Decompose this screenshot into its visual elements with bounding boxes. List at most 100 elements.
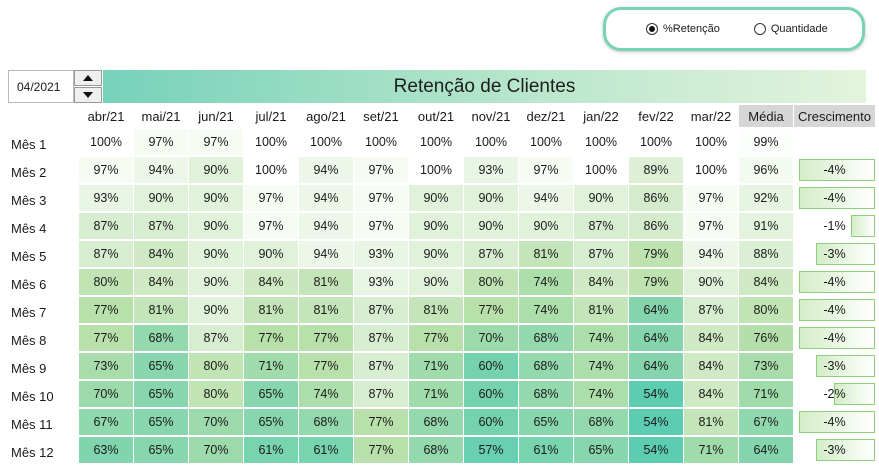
growth-cell[interactable]: -3% bbox=[794, 353, 875, 379]
retention-cell[interactable]: 90% bbox=[574, 185, 628, 211]
retention-cell[interactable]: 74% bbox=[574, 381, 628, 407]
retention-cell[interactable]: 97% bbox=[79, 157, 133, 183]
retention-cell[interactable]: 54% bbox=[629, 381, 683, 407]
growth-cell[interactable]: -3% bbox=[794, 241, 875, 267]
retention-cell[interactable]: 74% bbox=[299, 381, 353, 407]
retention-cell[interactable]: 60% bbox=[464, 353, 518, 379]
retention-cell[interactable]: 61% bbox=[519, 437, 573, 463]
retention-cell[interactable]: 93% bbox=[79, 185, 133, 211]
retention-cell[interactable]: 87% bbox=[574, 241, 628, 267]
retention-cell[interactable]: 84% bbox=[574, 269, 628, 295]
retention-cell[interactable]: 94% bbox=[134, 157, 188, 183]
retention-cell[interactable]: 64% bbox=[629, 297, 683, 323]
retention-cell[interactable]: 87% bbox=[134, 213, 188, 239]
retention-cell[interactable]: 77% bbox=[464, 297, 518, 323]
retention-cell[interactable]: 71% bbox=[684, 437, 738, 463]
retention-cell[interactable]: 65% bbox=[134, 353, 188, 379]
retention-cell[interactable]: 100% bbox=[409, 129, 463, 155]
retention-cell[interactable]: 84% bbox=[134, 241, 188, 267]
retention-cell[interactable]: 77% bbox=[299, 325, 353, 351]
retention-cell[interactable]: 90% bbox=[189, 241, 243, 267]
retention-cell[interactable]: 86% bbox=[629, 185, 683, 211]
retention-cell[interactable]: 61% bbox=[299, 437, 353, 463]
average-cell[interactable]: 84% bbox=[739, 269, 793, 295]
retention-cell[interactable]: 84% bbox=[684, 381, 738, 407]
retention-cell[interactable]: 90% bbox=[189, 269, 243, 295]
retention-cell[interactable]: 81% bbox=[409, 297, 463, 323]
retention-cell[interactable]: 100% bbox=[684, 129, 738, 155]
retention-cell[interactable]: 80% bbox=[464, 269, 518, 295]
retention-cell[interactable]: 97% bbox=[684, 213, 738, 239]
retention-cell[interactable]: 70% bbox=[189, 409, 243, 435]
retention-cell[interactable]: 70% bbox=[464, 325, 518, 351]
retention-cell[interactable]: 90% bbox=[189, 185, 243, 211]
retention-cell[interactable]: 80% bbox=[189, 353, 243, 379]
retention-cell[interactable]: 97% bbox=[354, 213, 408, 239]
retention-cell[interactable]: 90% bbox=[134, 185, 188, 211]
retention-cell[interactable]: 68% bbox=[134, 325, 188, 351]
retention-cell[interactable]: 97% bbox=[684, 185, 738, 211]
retention-cell[interactable]: 100% bbox=[244, 157, 298, 183]
retention-cell[interactable]: 93% bbox=[354, 241, 408, 267]
average-cell[interactable]: 80% bbox=[739, 297, 793, 323]
retention-cell[interactable]: 54% bbox=[629, 409, 683, 435]
retention-cell[interactable]: 74% bbox=[574, 353, 628, 379]
retention-cell[interactable]: 90% bbox=[409, 213, 463, 239]
retention-cell[interactable]: 64% bbox=[629, 353, 683, 379]
retention-cell[interactable]: 61% bbox=[244, 437, 298, 463]
retention-cell[interactable]: 100% bbox=[574, 129, 628, 155]
average-cell[interactable]: 91% bbox=[739, 213, 793, 239]
retention-cell[interactable]: 65% bbox=[244, 409, 298, 435]
retention-cell[interactable]: 90% bbox=[464, 213, 518, 239]
retention-cell[interactable]: 97% bbox=[244, 213, 298, 239]
retention-cell[interactable]: 100% bbox=[519, 129, 573, 155]
retention-cell[interactable]: 81% bbox=[244, 297, 298, 323]
retention-cell[interactable]: 87% bbox=[354, 297, 408, 323]
retention-cell[interactable]: 86% bbox=[629, 213, 683, 239]
average-cell[interactable]: 64% bbox=[739, 437, 793, 463]
retention-cell[interactable]: 97% bbox=[354, 185, 408, 211]
retention-cell[interactable]: 100% bbox=[464, 129, 518, 155]
retention-cell[interactable]: 71% bbox=[244, 353, 298, 379]
retention-cell[interactable]: 90% bbox=[244, 241, 298, 267]
retention-cell[interactable]: 93% bbox=[354, 269, 408, 295]
retention-cell[interactable]: 90% bbox=[189, 213, 243, 239]
retention-cell[interactable]: 87% bbox=[79, 241, 133, 267]
retention-cell[interactable]: 100% bbox=[244, 129, 298, 155]
retention-cell[interactable]: 100% bbox=[574, 157, 628, 183]
average-cell[interactable]: 96% bbox=[739, 157, 793, 183]
retention-cell[interactable]: 77% bbox=[354, 409, 408, 435]
retention-cell[interactable]: 71% bbox=[409, 353, 463, 379]
average-cell[interactable]: 76% bbox=[739, 325, 793, 351]
retention-cell[interactable]: 87% bbox=[684, 297, 738, 323]
growth-cell[interactable]: -1% bbox=[794, 213, 875, 239]
retention-cell[interactable]: 97% bbox=[189, 129, 243, 155]
retention-cell[interactable]: 81% bbox=[684, 409, 738, 435]
retention-cell[interactable]: 65% bbox=[134, 409, 188, 435]
retention-cell[interactable]: 84% bbox=[684, 325, 738, 351]
retention-cell[interactable]: 79% bbox=[629, 269, 683, 295]
start-date-field[interactable]: 04/2021 bbox=[8, 70, 74, 103]
retention-cell[interactable]: 65% bbox=[519, 409, 573, 435]
average-cell[interactable]: 88% bbox=[739, 241, 793, 267]
retention-cell[interactable]: 68% bbox=[519, 381, 573, 407]
average-cell[interactable]: 71% bbox=[739, 381, 793, 407]
retention-cell[interactable]: 68% bbox=[409, 409, 463, 435]
growth-cell[interactable]: -3% bbox=[794, 437, 875, 463]
retention-cell[interactable]: 70% bbox=[79, 381, 133, 407]
retention-cell[interactable]: 87% bbox=[354, 353, 408, 379]
retention-cell[interactable]: 97% bbox=[519, 157, 573, 183]
radio-quantidade-dot[interactable] bbox=[753, 23, 766, 35]
retention-cell[interactable]: 60% bbox=[464, 381, 518, 407]
retention-cell[interactable]: 80% bbox=[189, 381, 243, 407]
retention-cell[interactable]: 100% bbox=[409, 157, 463, 183]
retention-cell[interactable]: 94% bbox=[299, 213, 353, 239]
growth-cell[interactable]: -4% bbox=[794, 185, 875, 211]
retention-cell[interactable]: 77% bbox=[79, 325, 133, 351]
retention-cell[interactable]: 94% bbox=[299, 157, 353, 183]
retention-cell[interactable]: 54% bbox=[629, 437, 683, 463]
radio-retencao-dot[interactable] bbox=[646, 23, 658, 35]
retention-cell[interactable]: 94% bbox=[299, 185, 353, 211]
growth-cell[interactable]: -2% bbox=[794, 381, 875, 407]
retention-cell[interactable]: 77% bbox=[299, 353, 353, 379]
